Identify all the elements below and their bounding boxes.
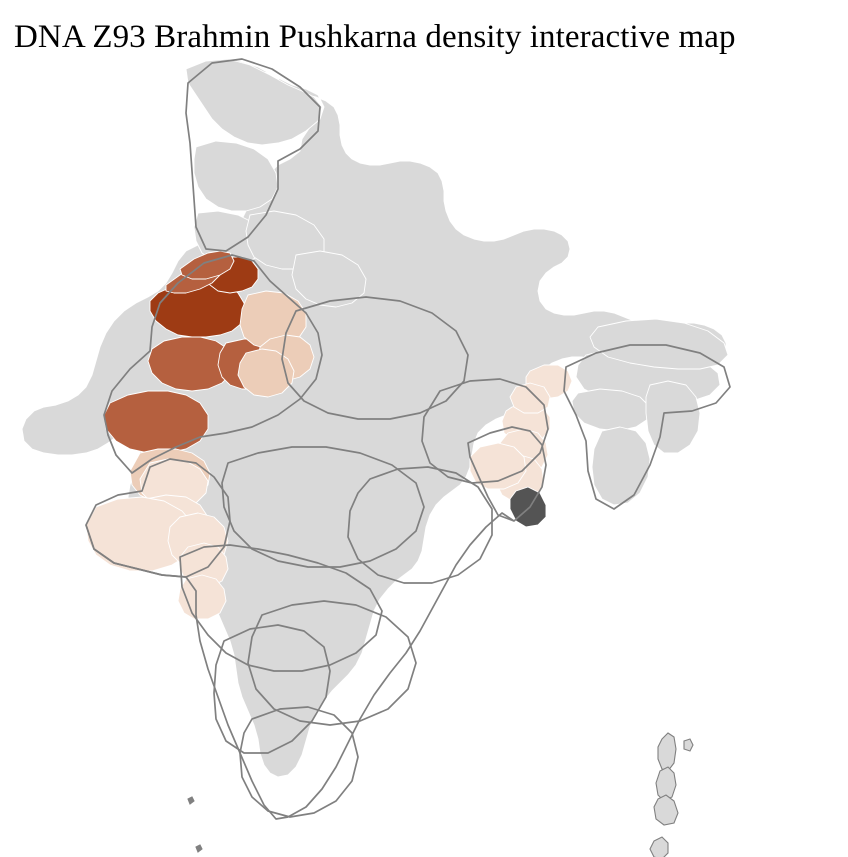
island-lakshadweep-dot-b[interactable] — [195, 844, 203, 853]
state-border-rajasthan — [103, 254, 323, 474]
district-alwar-low[interactable] — [237, 348, 295, 398]
state-border-up — [281, 296, 469, 420]
district-meghalaya[interactable] — [571, 388, 651, 432]
state-border-maharashtra — [179, 544, 383, 672]
map-canvas[interactable] — [0, 55, 848, 857]
coastline-east — [287, 512, 515, 818]
island-andaman-north[interactable] — [657, 732, 677, 772]
district-jodhpur-high[interactable] — [147, 336, 235, 392]
state-border-westbengal — [467, 426, 547, 522]
island-andaman-middle[interactable] — [655, 766, 677, 802]
highlight-group-west-bengal[interactable] — [469, 364, 573, 528]
page-title: DNA Z93 Brahmin Pushkarna density intera… — [14, 19, 736, 55]
island-nicobar-north[interactable] — [683, 738, 694, 752]
state-border-jk — [185, 58, 321, 252]
district-uttarakhand[interactable] — [291, 250, 367, 308]
district-jaisalmer-high[interactable] — [103, 390, 209, 454]
district-kashmir-valley[interactable] — [193, 140, 279, 212]
district-jalpaiguri-very-low[interactable] — [509, 382, 551, 414]
region-jammu-kashmir[interactable] — [185, 58, 367, 308]
state-boundaries-overlay — [85, 58, 731, 818]
coastline-west — [85, 524, 289, 820]
district-bardhaman-very-low[interactable] — [469, 442, 527, 490]
island-andaman-south[interactable] — [653, 794, 679, 826]
region-northeast[interactable] — [571, 318, 729, 506]
state-border-bihar-jharkhand — [421, 378, 549, 484]
island-little-andaman[interactable] — [649, 836, 669, 857]
island-lakshadweep-dot-a[interactable] — [187, 796, 195, 805]
district-manipur-nagaland[interactable] — [645, 380, 701, 454]
state-border-mp — [221, 446, 425, 568]
region-islands[interactable] — [187, 732, 710, 857]
state-border-karnataka — [213, 624, 331, 754]
state-border-tamilnadu-kerala — [239, 706, 359, 818]
state-border-northeast-ring — [563, 344, 731, 510]
coastline-overlay — [85, 512, 515, 820]
district-ladakh[interactable] — [185, 58, 323, 146]
district-tripura-mizoram[interactable] — [591, 426, 651, 506]
state-border-odisha-chhattisgarh — [347, 466, 493, 584]
state-border-telangana-ap — [247, 600, 417, 726]
india-district-choropleth-map[interactable] — [0, 55, 848, 857]
